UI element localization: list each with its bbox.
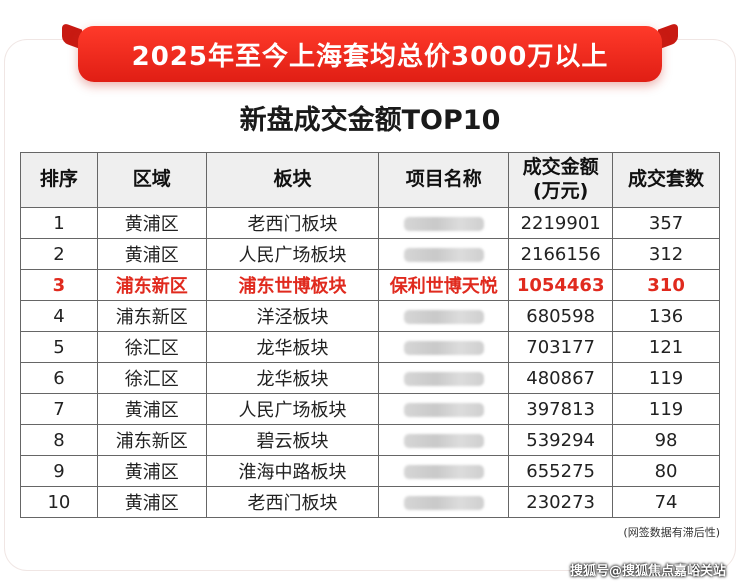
cell-block: 老西门板块 [205, 207, 380, 239]
table-title: 新盘成交金额TOP10 [239, 105, 501, 136]
cell-units: 121 [612, 331, 720, 363]
cell-district: 浦东新区 [96, 424, 207, 456]
cell-amount: 2219901 [508, 207, 614, 239]
table-row: 9 黄浦区 淮海中路板块 655275 80 [20, 455, 720, 487]
cell-units: 119 [612, 362, 720, 394]
data-lag-note: (网签数据有滞后性) [623, 526, 720, 539]
header-project: 项目名称 [378, 152, 510, 208]
cell-block: 碧云板块 [205, 424, 380, 456]
cell-project [378, 362, 510, 394]
cell-block: 人民广场板块 [205, 238, 380, 270]
cell-rank: 5 [20, 331, 98, 363]
header-amount: 成交金额 (万元) [508, 152, 614, 208]
cell-block: 老西门板块 [205, 486, 380, 518]
cell-block: 洋泾板块 [205, 300, 380, 332]
cell-rank: 10 [20, 486, 98, 518]
redacted-project-name [403, 402, 484, 417]
cell-district: 浦东新区 [96, 300, 207, 332]
cell-amount: 703177 [508, 331, 614, 363]
cell-units: 74 [612, 486, 720, 518]
table-row: 1 黄浦区 老西门板块 2219901 357 [20, 207, 720, 239]
cell-project [378, 300, 510, 332]
cell-amount: 539294 [508, 424, 614, 456]
redacted-project-name [403, 495, 484, 510]
cell-rank: 6 [20, 362, 98, 394]
table-row: 3 浦东新区 浦东世博板块 保利世博天悦 1054463 310 [20, 269, 720, 301]
cell-project [378, 331, 510, 363]
cell-district: 黄浦区 [96, 238, 207, 270]
table-row: 2 黄浦区 人民广场板块 2166156 312 [20, 238, 720, 270]
cell-district: 黄浦区 [96, 455, 207, 487]
table-row: 10 黄浦区 老西门板块 230273 74 [20, 486, 720, 518]
cell-project [378, 207, 510, 239]
cell-units: 119 [612, 393, 720, 425]
cell-district: 黄浦区 [96, 486, 207, 518]
title-banner: 2025年至今上海套均总价3000万以上 [78, 26, 662, 82]
table-row: 5 徐汇区 龙华板块 703177 121 [20, 331, 720, 363]
cell-units: 98 [612, 424, 720, 456]
cell-rank: 1 [20, 207, 98, 239]
banner-title: 2025年至今上海套均总价3000万以上 [131, 41, 609, 72]
cell-units: 357 [612, 207, 720, 239]
cell-rank: 8 [20, 424, 98, 456]
cell-rank: 2 [20, 238, 98, 270]
cell-rank: 9 [20, 455, 98, 487]
table-header-row: 排序 区域 板块 项目名称 成交金额 (万元) 成交套数 [20, 152, 720, 208]
cell-block: 龙华板块 [205, 362, 380, 394]
watermark: 搜狐号@搜狐焦点嘉峪关站 [569, 564, 726, 579]
cell-district: 黄浦区 [96, 393, 207, 425]
cell-project: 保利世博天悦 [378, 269, 510, 301]
cell-units: 312 [612, 238, 720, 270]
redacted-project-name [403, 464, 484, 479]
cell-project [378, 238, 510, 270]
redacted-project-name [403, 433, 484, 448]
table-row: 6 徐汇区 龙华板块 480867 119 [20, 362, 720, 394]
cell-district: 浦东新区 [96, 269, 207, 301]
cell-units: 310 [612, 269, 720, 301]
redacted-project-name [403, 309, 484, 324]
cell-block: 浦东世博板块 [205, 269, 380, 301]
cell-rank: 3 [20, 269, 98, 301]
cell-block: 龙华板块 [205, 331, 380, 363]
cell-project [378, 486, 510, 518]
cell-block: 人民广场板块 [205, 393, 380, 425]
cell-amount: 1054463 [508, 269, 614, 301]
table-row: 7 黄浦区 人民广场板块 397813 119 [20, 393, 720, 425]
header-district: 区域 [96, 152, 207, 208]
cell-district: 黄浦区 [96, 207, 207, 239]
header-units: 成交套数 [612, 152, 720, 208]
cell-rank: 7 [20, 393, 98, 425]
cell-amount: 680598 [508, 300, 614, 332]
cell-units: 80 [612, 455, 720, 487]
cell-project [378, 455, 510, 487]
cell-units: 136 [612, 300, 720, 332]
ranking-table: 排序 区域 板块 项目名称 成交金额 (万元) 成交套数 1 黄浦区 老西门板块 22… [20, 152, 720, 518]
cell-rank: 4 [20, 300, 98, 332]
cell-district: 徐汇区 [96, 362, 207, 394]
cell-amount: 397813 [508, 393, 614, 425]
header-rank: 排序 [20, 152, 98, 208]
header-block: 板块 [205, 152, 380, 208]
table-row: 4 浦东新区 洋泾板块 680598 136 [20, 300, 720, 332]
redacted-project-name [403, 371, 484, 386]
cell-block: 淮海中路板块 [205, 455, 380, 487]
redacted-project-name [403, 247, 484, 262]
redacted-project-name [403, 340, 484, 355]
cell-project [378, 393, 510, 425]
cell-district: 徐汇区 [96, 331, 207, 363]
redacted-project-name [403, 216, 484, 231]
cell-amount: 230273 [508, 486, 614, 518]
cell-amount: 2166156 [508, 238, 614, 270]
cell-amount: 655275 [508, 455, 614, 487]
cell-project [378, 424, 510, 456]
table-row: 8 浦东新区 碧云板块 539294 98 [20, 424, 720, 456]
cell-amount: 480867 [508, 362, 614, 394]
